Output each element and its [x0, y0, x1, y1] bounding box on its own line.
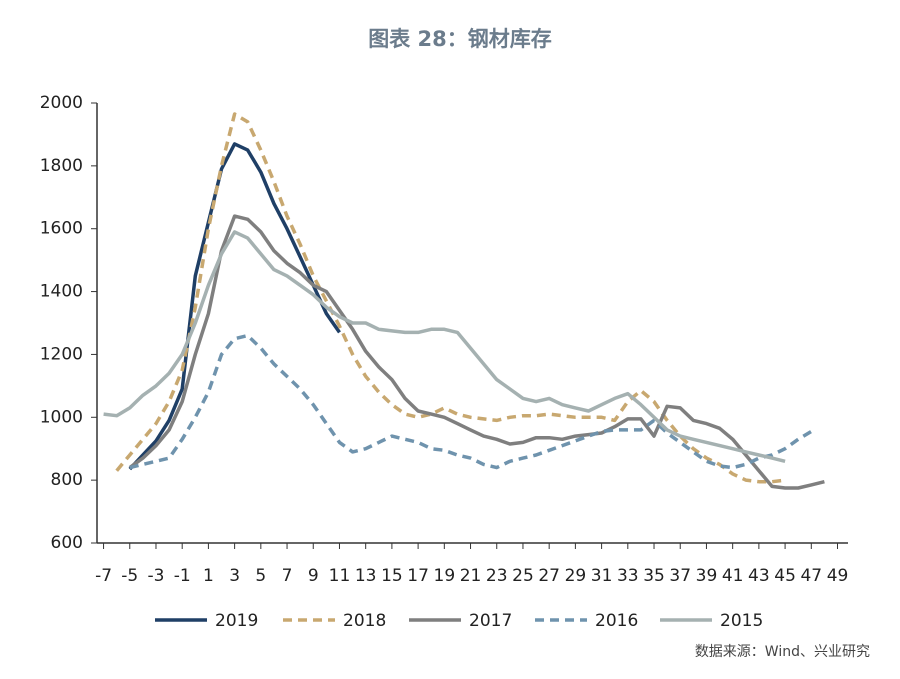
series-line	[129, 333, 813, 470]
x-tick-label: 45	[774, 566, 796, 586]
x-tick-label: -7	[95, 566, 112, 586]
y-tick-label: 600	[51, 533, 83, 553]
x-tick-label: 7	[282, 566, 293, 586]
x-tick-label: 15	[381, 566, 403, 586]
legend-label: 2015	[720, 611, 763, 631]
x-tick-label: 5	[255, 566, 266, 586]
x-tick-label: -5	[121, 566, 138, 586]
x-tick-label: 35	[643, 566, 665, 586]
x-tick-label: 37	[669, 566, 691, 586]
x-tick-label: 17	[407, 566, 429, 586]
x-tick-label: 33	[617, 566, 639, 586]
x-tick-label: 31	[591, 566, 613, 586]
x-tick-label: 25	[512, 566, 534, 586]
x-tick-label: 3	[229, 566, 240, 586]
y-tick-label: 1000	[40, 407, 83, 427]
x-tick-label: 43	[748, 566, 770, 586]
series-line	[115, 112, 786, 484]
x-tick-label: 23	[486, 566, 508, 586]
x-tick-label: 49	[827, 566, 849, 586]
x-tick-label: -1	[174, 566, 191, 586]
x-tick-label: 41	[722, 566, 744, 586]
x-tick-label: 21	[460, 566, 482, 586]
source-note: 数据来源：Wind、兴业研究	[695, 644, 870, 660]
legend-label: 2016	[595, 611, 638, 631]
x-tick-label: 11	[329, 566, 351, 586]
y-tick-label: 1400	[40, 282, 83, 302]
x-tick-label: 39	[696, 566, 718, 586]
legend-label: 2018	[343, 611, 386, 631]
x-tick-label: 9	[308, 566, 319, 586]
series-line	[128, 142, 341, 471]
y-tick-label: 1800	[40, 156, 83, 176]
x-tick-label: 47	[800, 566, 822, 586]
x-tick-label: 19	[434, 566, 456, 586]
y-tick-label: 800	[51, 470, 83, 490]
y-tick-label: 1200	[40, 344, 83, 364]
y-tick-label: 2000	[40, 93, 83, 113]
x-tick-label: 27	[538, 566, 560, 586]
chart-title: 图表 28：钢材库存	[368, 27, 552, 51]
x-tick-label: -3	[148, 566, 165, 586]
legend-label: 2017	[469, 611, 512, 631]
x-tick-label: 1	[203, 566, 214, 586]
x-tick-label: 29	[565, 566, 587, 586]
series-line	[128, 214, 825, 490]
series-line	[103, 230, 786, 464]
legend-label: 2019	[215, 611, 258, 631]
x-tick-label: 13	[355, 566, 377, 586]
y-tick-label: 1600	[40, 219, 83, 239]
